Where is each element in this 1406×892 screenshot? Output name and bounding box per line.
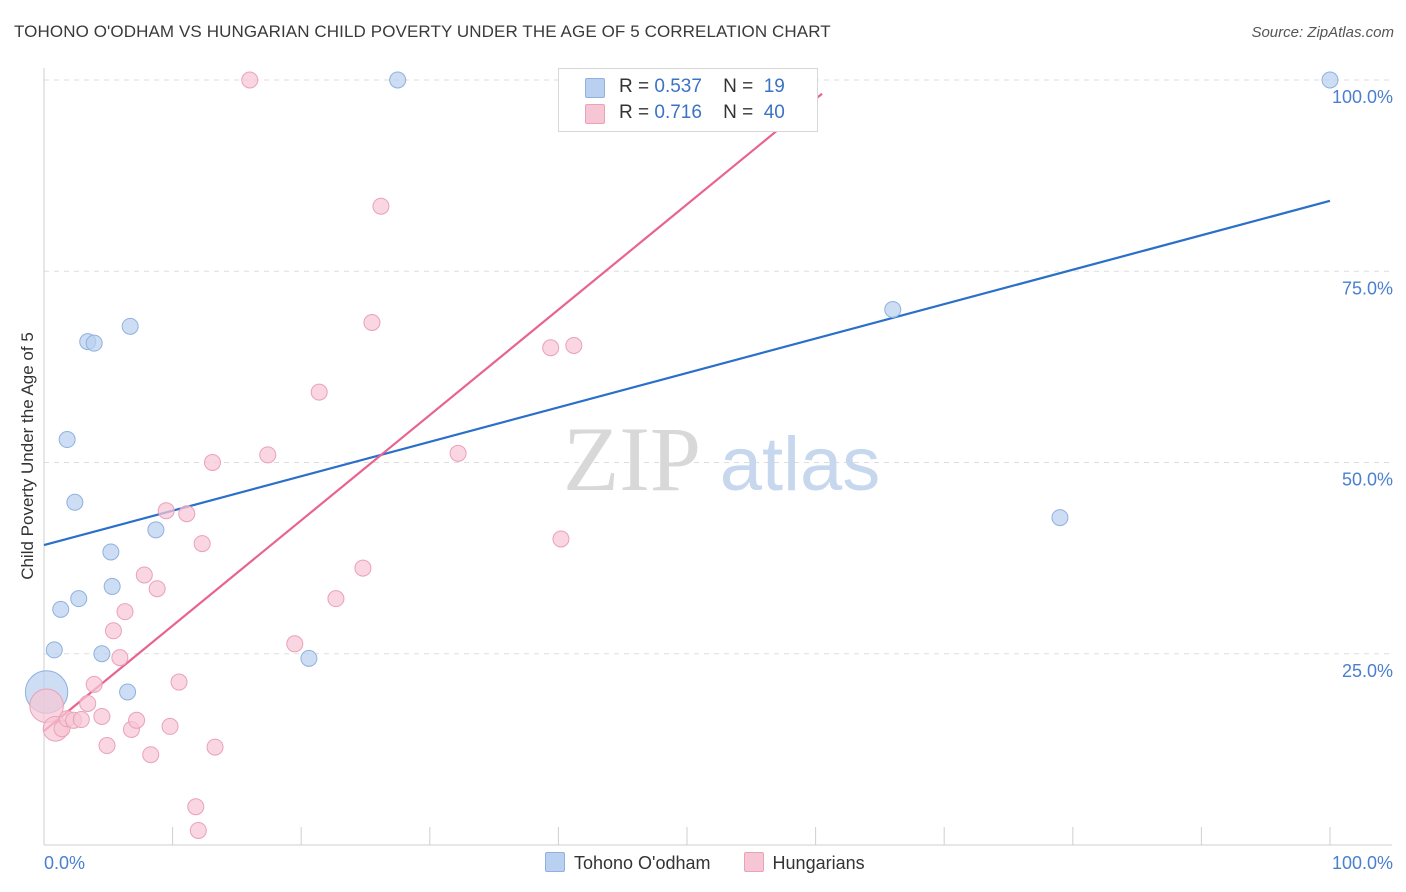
legend-item-hungarians[interactable]: Hungarians xyxy=(743,852,865,874)
legend-item-tohono[interactable]: Tohono O'odham xyxy=(545,852,711,874)
point-tohono xyxy=(102,543,120,561)
point-hungarians xyxy=(286,635,304,653)
point-tohono xyxy=(66,493,84,511)
point-hungarians xyxy=(372,197,390,215)
trend-lines xyxy=(43,92,1331,732)
point-hungarians xyxy=(189,821,207,839)
point-tohono xyxy=(58,431,76,449)
point-hungarians xyxy=(111,649,129,667)
point-hungarians xyxy=(327,590,345,608)
legend-r-label: R = xyxy=(619,76,650,97)
point-hungarians xyxy=(187,798,205,816)
y-tick-label: 75.0% xyxy=(1342,278,1393,298)
point-tohono xyxy=(389,71,407,89)
point-hungarians xyxy=(104,622,122,640)
point-hungarians xyxy=(170,673,188,691)
legend-n-label: N = xyxy=(723,102,754,123)
point-tohono xyxy=(103,577,121,595)
legend-n-value: 19 xyxy=(763,76,785,97)
tick-labels: 25.0% 50.0% 75.0% 100.0% 0.0% 100.0% xyxy=(44,87,1393,873)
point-tohono xyxy=(93,645,111,663)
legend-swatch-hungarians xyxy=(743,852,764,873)
point-hungarians xyxy=(552,530,570,548)
y-axis-label: Child Poverty Under the Age of 5 xyxy=(18,332,37,580)
point-hungarians xyxy=(449,444,467,462)
point-hungarians xyxy=(128,711,146,729)
point-tohono xyxy=(1321,71,1339,89)
point-hungarians xyxy=(203,454,221,471)
x-tick-label: 0.0% xyxy=(44,853,85,873)
point-hungarians xyxy=(142,746,160,764)
point-tohono xyxy=(85,334,103,352)
point-hungarians xyxy=(206,738,224,756)
legend-r-label: R = xyxy=(619,102,650,123)
point-hungarians xyxy=(363,314,381,332)
watermark: ZIP atlas xyxy=(563,408,880,510)
point-hungarians xyxy=(157,502,175,520)
point-hungarians xyxy=(85,675,103,693)
point-hungarians xyxy=(565,336,583,354)
point-tohono xyxy=(119,683,137,701)
point-tohono xyxy=(1051,509,1069,527)
point-hungarians xyxy=(193,535,211,553)
legend-swatch-tohono xyxy=(545,852,565,873)
point-hungarians xyxy=(161,717,179,735)
legend-swatch-hungarians xyxy=(585,104,605,124)
point-hungarians xyxy=(310,383,328,401)
point-hungarians xyxy=(241,71,259,89)
grid-lines xyxy=(44,79,1392,655)
source-credit: Source: ZipAtlas.com xyxy=(1251,24,1394,41)
watermark-zip: ZIP xyxy=(563,408,701,510)
legend-r-value: 0.716 xyxy=(654,102,702,123)
point-hungarians xyxy=(542,339,560,357)
y-tick-label: 100.0% xyxy=(1332,87,1393,107)
point-hungarians xyxy=(116,603,134,621)
point-tohono xyxy=(300,649,318,667)
watermark-atlas: atlas xyxy=(720,422,881,507)
trend-line-hungarians xyxy=(43,92,823,732)
point-hungarians xyxy=(98,737,116,755)
point-tohono xyxy=(45,641,63,659)
point-tohono xyxy=(884,301,902,318)
point-hungarians xyxy=(93,707,111,725)
point-hungarians xyxy=(259,446,277,464)
point-hungarians xyxy=(79,694,97,712)
x-tick-label: 100.0% xyxy=(1332,853,1393,873)
point-tohono xyxy=(121,317,139,335)
y-tick-label: 25.0% xyxy=(1342,661,1393,681)
legend-n-label: N = xyxy=(723,76,754,97)
series-legend: Tohono O'odham Hungarians xyxy=(545,852,893,874)
chart-title: TOHONO O'ODHAM VS HUNGARIAN CHILD POVERT… xyxy=(14,22,831,41)
legend-swatch-tohono xyxy=(585,78,605,98)
legend-label-hungarians: Hungarians xyxy=(772,853,865,874)
point-hungarians xyxy=(135,566,153,584)
legend-label-tohono: Tohono O'odham xyxy=(574,853,711,874)
point-tohono xyxy=(70,590,88,608)
point-tohono xyxy=(147,521,165,539)
point-hungarians xyxy=(148,580,166,598)
axes xyxy=(43,68,1392,846)
point-tohono xyxy=(52,600,70,618)
correlation-legend: R = 0.537 N = 19 R = 0.716 N = 40 xyxy=(558,68,818,132)
point-hungarians xyxy=(178,505,196,523)
legend-n-value: 40 xyxy=(763,102,785,123)
trend-line-tohono xyxy=(43,199,1331,547)
legend-r-value: 0.537 xyxy=(654,76,702,97)
point-hungarians xyxy=(354,559,372,577)
point-hungarians xyxy=(72,711,90,729)
y-tick-label: 50.0% xyxy=(1342,470,1393,490)
